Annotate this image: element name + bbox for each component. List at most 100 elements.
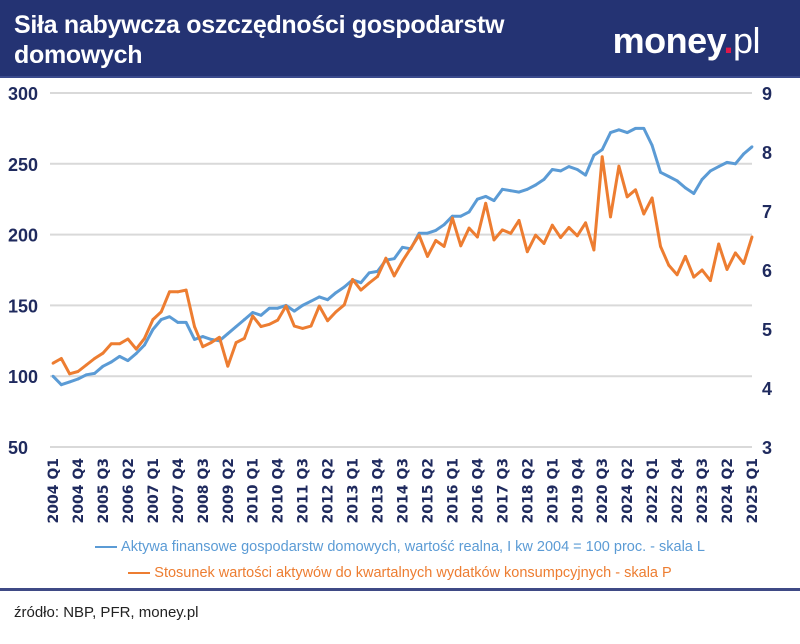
data-point-assets: [642, 126, 646, 130]
x-tick-label: 2005 Q3: [96, 458, 112, 523]
x-tick-label: 2020 Q3: [595, 458, 611, 523]
data-point-ratio: [559, 236, 563, 239]
legend-swatch-blue: [95, 546, 118, 548]
data-point-ratio: [625, 195, 629, 199]
data-point-ratio: [218, 335, 221, 339]
data-point-assets: [617, 128, 621, 132]
data-point-ratio: [609, 215, 612, 219]
data-point-assets: [600, 148, 604, 152]
data-point-assets: [625, 131, 629, 135]
y-left-tick-label: 250: [8, 155, 38, 175]
x-tick-label: 2018 Q2: [520, 458, 536, 523]
data-point-ratio: [242, 337, 246, 340]
data-point-assets: [326, 298, 330, 302]
data-point-ratio: [692, 275, 696, 279]
data-point-ratio: [184, 288, 188, 292]
data-point-ratio: [342, 303, 346, 307]
data-point-ratio: [708, 279, 712, 283]
data-point-ratio: [201, 345, 205, 349]
data-point-ratio: [575, 234, 579, 238]
data-point-ratio: [742, 262, 746, 265]
data-point-assets: [750, 145, 754, 149]
data-point-assets: [234, 325, 238, 329]
data-point-assets: [442, 223, 446, 227]
data-point-ratio: [101, 351, 105, 355]
legend-item-ratio: Stosunek wartości aktywów do kwartalnych…: [0, 560, 800, 586]
data-point-assets: [500, 187, 504, 191]
data-point-ratio: [417, 233, 421, 237]
money-pl-logo: money.pl: [613, 20, 761, 62]
data-point-ratio: [126, 337, 130, 341]
x-tick-label: 2019 Q4: [570, 458, 586, 524]
data-point-assets: [426, 231, 429, 235]
data-point-assets: [201, 335, 205, 338]
data-point-assets: [251, 311, 255, 314]
data-point-assets: [334, 291, 338, 295]
data-point-ratio: [584, 221, 587, 225]
data-point-assets: [267, 306, 271, 310]
data-point-ratio: [168, 290, 171, 294]
x-tick-label: 2004 Q1: [46, 458, 62, 523]
data-point-assets: [742, 152, 746, 156]
y-left-tick-label: 50: [8, 438, 28, 458]
data-point-ratio: [384, 256, 388, 260]
data-point-assets: [525, 187, 529, 191]
data-point-assets: [109, 360, 113, 364]
data-point-ratio: [118, 342, 121, 346]
data-point-ratio: [534, 233, 538, 237]
data-point-assets: [68, 380, 72, 384]
y-left-tick-label: 300: [8, 84, 38, 104]
data-point-ratio: [467, 226, 471, 230]
data-point-ratio: [317, 304, 321, 308]
y-right-tick-label: 4: [762, 379, 772, 399]
x-tick-label: 2019 Q1: [545, 458, 561, 523]
x-tick-label: 2008 Q3: [196, 458, 212, 523]
data-point-ratio: [326, 319, 330, 323]
data-point-assets: [634, 126, 637, 130]
x-tick-label: 2022 Q4: [670, 458, 686, 524]
data-point-assets: [84, 373, 88, 377]
data-point-assets: [134, 352, 138, 355]
data-point-ratio: [634, 188, 637, 192]
data-point-ratio: [525, 250, 529, 254]
data-point-assets: [725, 160, 729, 164]
data-point-ratio: [334, 310, 338, 314]
data-point-ratio: [292, 324, 296, 328]
legend-label: Aktywa finansowe gospodarstw domowych, w…: [121, 539, 705, 555]
data-point-ratio: [451, 216, 454, 220]
y-right-tick-label: 3: [762, 438, 772, 458]
data-point-ratio: [492, 238, 496, 242]
x-tick-label: 2007 Q1: [146, 458, 162, 523]
data-point-ratio: [143, 337, 146, 340]
data-point-ratio: [284, 304, 288, 308]
data-point-ratio: [301, 327, 305, 330]
x-tick-label: 2015 Q2: [420, 458, 436, 523]
logo-dot: .: [723, 20, 733, 61]
data-point-ratio: [675, 273, 679, 277]
data-point-ratio: [259, 325, 263, 329]
data-point-ratio: [659, 245, 662, 248]
data-point-ratio: [700, 268, 704, 272]
data-point-assets: [242, 318, 246, 321]
data-point-ratio: [500, 228, 504, 232]
data-point-ratio: [309, 324, 313, 328]
data-point-ratio: [426, 255, 429, 258]
data-point-ratio: [442, 245, 446, 248]
data-point-assets: [76, 377, 80, 381]
data-point-assets: [309, 299, 313, 303]
x-tick-label: 2025 Q1: [745, 458, 761, 523]
data-point-assets: [151, 328, 155, 331]
data-point-ratio: [567, 226, 571, 229]
source-note: źródło: NBP, PFR, money.pl: [14, 604, 199, 621]
data-point-assets: [301, 304, 305, 307]
data-point-assets: [659, 170, 662, 174]
x-tick-label: 2004 Q4: [71, 458, 87, 524]
data-point-ratio: [642, 212, 646, 216]
y-right-tick-label: 6: [762, 261, 772, 281]
data-point-assets: [193, 337, 196, 341]
data-point-assets: [467, 210, 471, 214]
data-point-ratio: [251, 314, 255, 318]
data-point-assets: [276, 306, 280, 310]
data-point-ratio: [59, 357, 63, 360]
y-right-tick-label: 8: [762, 143, 772, 163]
